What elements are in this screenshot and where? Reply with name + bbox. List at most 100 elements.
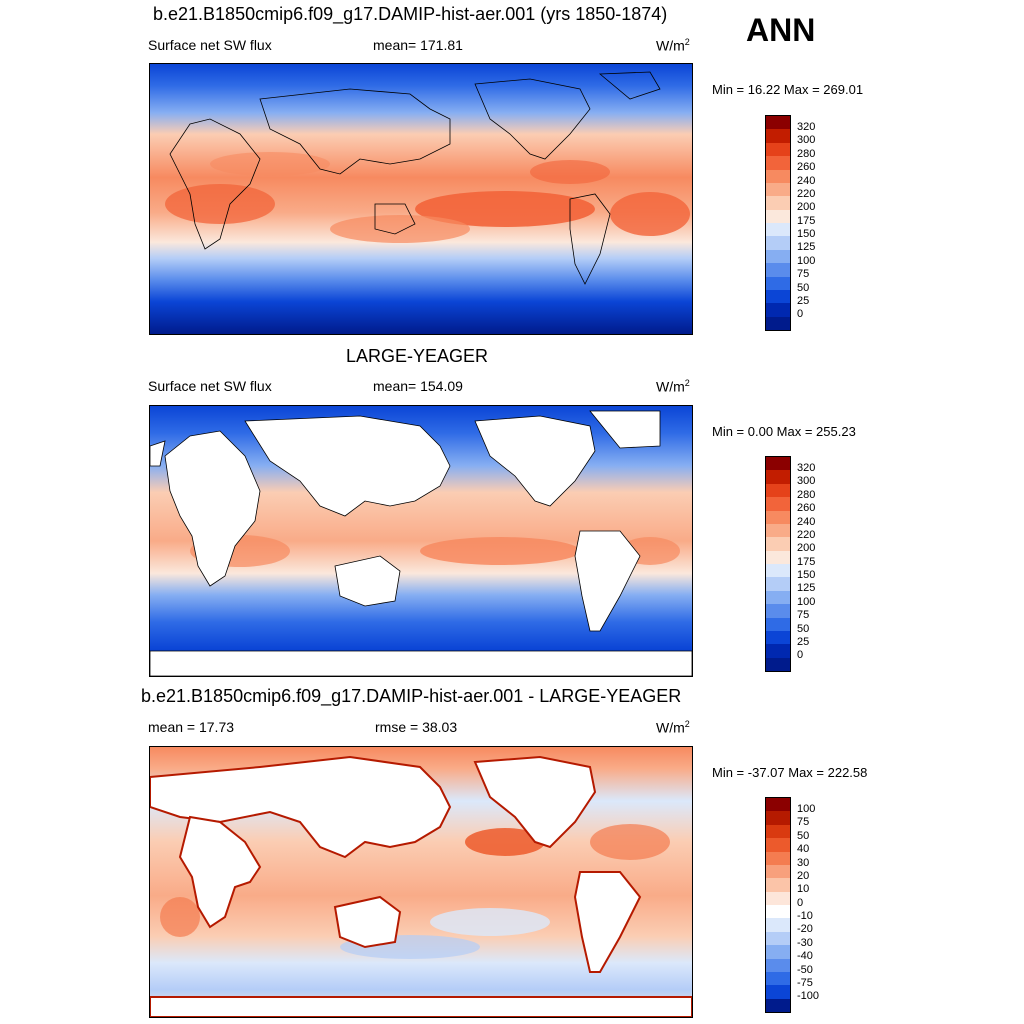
season-label: ANN bbox=[746, 12, 816, 48]
colorbar-tick-label: 100 bbox=[797, 254, 816, 267]
colorbar-swatch bbox=[766, 811, 790, 825]
colorbar-swatch bbox=[766, 223, 790, 237]
panel2-colorbar bbox=[765, 456, 791, 672]
panel3-map bbox=[149, 746, 693, 1018]
colorbar-swatch bbox=[766, 931, 790, 946]
colorbar-swatch bbox=[766, 918, 790, 932]
colorbar-swatch bbox=[766, 316, 790, 330]
colorbar-swatch bbox=[766, 209, 790, 223]
colorbar-tick-label: 200 bbox=[797, 201, 816, 214]
colorbar-swatch bbox=[766, 510, 790, 524]
panel1-minmax-label: Min = 16.22 Max = 269.01 bbox=[712, 82, 864, 97]
colorbar-swatch bbox=[766, 657, 790, 671]
colorbar-swatch bbox=[766, 590, 790, 605]
colorbar-tick-label: 280 bbox=[797, 147, 816, 160]
colorbar-tick-label: -10 bbox=[797, 910, 813, 922]
colorbar-tick-label: 175 bbox=[797, 555, 816, 568]
colorbar-tick-label: 100 bbox=[797, 595, 816, 608]
colorbar-swatch bbox=[766, 537, 790, 551]
colorbar-tick-label: 280 bbox=[797, 488, 816, 501]
panel2-mean-label: mean= 154.09 bbox=[373, 378, 463, 394]
colorbar-tick-label: 125 bbox=[797, 241, 816, 254]
colorbar-tick-label: 75 bbox=[797, 268, 810, 281]
colorbar-tick-label: -75 bbox=[797, 976, 813, 989]
colorbar-tick-label: 100 bbox=[797, 803, 816, 815]
colorbar-swatch bbox=[766, 891, 790, 905]
colorbar-swatch bbox=[766, 483, 790, 498]
colorbar-tick-label: 40 bbox=[797, 843, 810, 856]
colorbar-tick-label: -50 bbox=[797, 963, 813, 976]
panel3-title: b.e21.B1850cmip6.f09_g17.DAMIP-hist-aer.… bbox=[141, 686, 682, 706]
colorbar-swatch bbox=[766, 864, 790, 879]
colorbar-tick-label: 50 bbox=[797, 281, 810, 294]
colorbar-tick-label: 150 bbox=[797, 569, 816, 581]
colorbar-swatch bbox=[766, 878, 790, 892]
colorbar-tick-label: 320 bbox=[797, 121, 816, 133]
colorbar-tick-label: 220 bbox=[797, 528, 816, 541]
colorbar-swatch bbox=[766, 945, 790, 959]
colorbar-tick-label: 20 bbox=[797, 869, 810, 882]
colorbar-tick-label: 50 bbox=[797, 622, 810, 635]
colorbar-swatch bbox=[766, 276, 790, 290]
colorbar-swatch bbox=[766, 249, 790, 264]
panel3-colorbar bbox=[765, 797, 791, 1013]
colorbar-tick-label: 0 bbox=[797, 649, 804, 662]
panel2-variable-label: Surface net SW flux bbox=[148, 378, 272, 394]
colorbar-swatch bbox=[766, 263, 790, 277]
panel2-minmax-label: Min = 0.00 Max = 255.23 bbox=[712, 424, 856, 439]
colorbar-swatch bbox=[766, 523, 790, 538]
colorbar-swatch bbox=[766, 550, 790, 564]
colorbar-swatch bbox=[766, 116, 790, 130]
colorbar-swatch bbox=[766, 236, 790, 250]
colorbar-tick-label: 150 bbox=[797, 228, 816, 240]
colorbar-swatch bbox=[766, 617, 790, 631]
colorbar-swatch bbox=[766, 142, 790, 157]
panel1-mean-label: mean= 171.81 bbox=[373, 37, 463, 53]
colorbar-tick-label: -20 bbox=[797, 923, 813, 936]
colorbar-tick-label: 25 bbox=[797, 294, 810, 307]
colorbar-tick-label: 50 bbox=[797, 829, 810, 842]
colorbar-swatch bbox=[766, 798, 790, 812]
panel2-title: LARGE-YEAGER bbox=[346, 346, 489, 366]
colorbar-swatch bbox=[766, 182, 790, 197]
colorbar-tick-label: 0 bbox=[797, 308, 804, 321]
colorbar-swatch bbox=[766, 958, 790, 972]
colorbar-swatch bbox=[766, 169, 790, 183]
colorbar-swatch bbox=[766, 630, 790, 645]
colorbar-tick-label: -40 bbox=[797, 950, 813, 963]
colorbar-tick-label: 260 bbox=[797, 161, 816, 174]
colorbar-swatch bbox=[766, 457, 790, 471]
colorbar-swatch bbox=[766, 644, 790, 658]
colorbar-tick-label: -100 bbox=[797, 990, 820, 1003]
colorbar-tick-label: 300 bbox=[797, 134, 816, 147]
colorbar-swatch bbox=[766, 129, 790, 143]
colorbar-tick-label: 240 bbox=[797, 515, 816, 528]
colorbar-tick-label: 0 bbox=[797, 896, 804, 909]
panel1-map bbox=[149, 63, 693, 335]
colorbar-swatch bbox=[766, 838, 790, 852]
panel3-rmse-label: rmse = 38.03 bbox=[375, 719, 458, 735]
colorbar-tick-label: 300 bbox=[797, 475, 816, 488]
panel1-title: b.e21.B1850cmip6.f09_g17.DAMIP-hist-aer.… bbox=[153, 4, 668, 24]
colorbar-swatch bbox=[766, 577, 790, 591]
colorbar-swatch bbox=[766, 564, 790, 578]
colorbar-swatch bbox=[766, 303, 790, 317]
colorbar-swatch bbox=[766, 196, 790, 210]
panel1-colorbar bbox=[765, 115, 791, 331]
colorbar-tick-label: 320 bbox=[797, 462, 816, 474]
colorbar-tick-label: 175 bbox=[797, 214, 816, 227]
colorbar-swatch bbox=[766, 905, 790, 919]
panel2-map bbox=[149, 405, 693, 677]
colorbar-swatch bbox=[766, 998, 790, 1012]
panel3-minmax-label: Min = -37.07 Max = 222.58 bbox=[712, 765, 868, 780]
colorbar-swatch bbox=[766, 604, 790, 618]
colorbar-swatch bbox=[766, 851, 790, 865]
panel3-units-label: W/m2 bbox=[656, 719, 690, 736]
colorbar-tick-label: 260 bbox=[797, 502, 816, 515]
colorbar-tick-label: 25 bbox=[797, 635, 810, 648]
colorbar-swatch bbox=[766, 971, 790, 986]
panel3-mean-label: mean = 17.73 bbox=[148, 719, 235, 735]
colorbar-tick-label: 240 bbox=[797, 174, 816, 187]
colorbar-tick-label: 200 bbox=[797, 542, 816, 555]
colorbar-tick-label: 125 bbox=[797, 582, 816, 595]
